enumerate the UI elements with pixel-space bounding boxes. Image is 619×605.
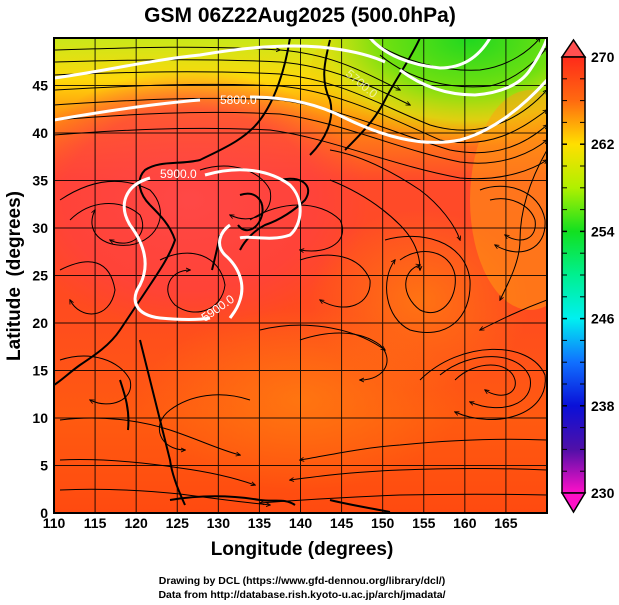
streamline	[369, 38, 540, 71]
x-tick-label: 110	[43, 515, 66, 531]
contour-label-5800: 5800.0	[220, 93, 257, 107]
contour-line-5700a	[54, 44, 386, 80]
colorbar-tick-label: 238	[591, 398, 615, 414]
credit-drawing: Drawing by DCL (https://www.gfd-dennou.o…	[159, 575, 445, 587]
y-axis-ticks: 0 5 10 15 20 25 30 35 40 45	[32, 78, 48, 522]
streamline	[379, 48, 547, 88]
streamline	[479, 185, 546, 253]
contour-line-5700b	[399, 38, 547, 97]
streamline	[329, 179, 420, 270]
colorbar-min-extension	[560, 492, 587, 514]
streamline	[259, 324, 385, 350]
streamline	[59, 417, 240, 455]
streamline	[260, 493, 547, 503]
streamline	[54, 83, 547, 144]
x-tick-label: 140	[289, 515, 313, 531]
y-tick-label: 25	[32, 268, 48, 284]
streamline	[54, 111, 547, 164]
streamline	[384, 235, 471, 334]
credit-data: Data from http://database.rish.kyoto-u.a…	[158, 589, 445, 601]
x-tick-label: 160	[453, 515, 477, 531]
x-tick-label: 155	[412, 515, 436, 531]
streamline	[290, 468, 547, 481]
streamline	[54, 97, 547, 154]
colorbar-tick-label: 262	[591, 136, 615, 152]
streamline	[54, 59, 410, 105]
streamline	[59, 355, 132, 405]
east-warm-band	[470, 90, 547, 310]
x-tick-label: 145	[330, 515, 354, 531]
y-tick-label: 5	[40, 458, 48, 474]
temperature-field: 5900.0 5800.0 5900.0 5700.0	[54, 38, 547, 513]
x-axis-ticks: 110 115 120 125 130 135 140 145 150 155 160 165	[43, 515, 518, 531]
streamline	[299, 254, 371, 308]
streamline	[489, 198, 536, 241]
contour-line-5900-east	[204, 168, 302, 319]
streamline	[59, 261, 116, 315]
y-axis-label: Latitude (degrees)	[4, 191, 25, 361]
colorbar-max-extension	[560, 38, 587, 58]
x-tick-label: 115	[84, 515, 107, 531]
y-tick-label: 10	[32, 410, 48, 426]
streamline	[480, 299, 547, 330]
y-tick-label: 35	[32, 173, 48, 189]
colorbar-tick-label: 270	[591, 49, 615, 65]
streamline	[59, 458, 255, 485]
y-tick-label: 20	[32, 315, 48, 331]
height-contours	[54, 38, 547, 321]
streamline	[199, 165, 272, 220]
streamline	[500, 149, 547, 300]
streamline	[249, 204, 343, 251]
contour-line-north	[368, 38, 492, 70]
contour-line-5900-west	[122, 176, 211, 321]
chart-title: GSM 06Z22Aug2025 (500.0hPa)	[144, 4, 456, 27]
contour-label-5900-upper: 5900.0	[160, 167, 197, 181]
y-tick-label: 30	[32, 220, 48, 236]
y-tick-label: 0	[40, 505, 48, 521]
x-tick-label: 130	[207, 515, 231, 531]
streamline	[419, 348, 546, 420]
colorbar: 230 238 246 254 262 270	[560, 38, 615, 514]
streamline	[399, 251, 456, 313]
x-tick-label: 120	[124, 515, 148, 531]
x-tick-label: 125	[166, 515, 190, 531]
streamline	[329, 149, 460, 240]
x-tick-label: 165	[494, 515, 518, 531]
contour-line-5800	[54, 78, 547, 144]
x-tick-label: 135	[248, 515, 272, 531]
streamline	[300, 438, 547, 460]
streamline	[439, 356, 531, 409]
plot-frame	[53, 37, 548, 514]
y-tick-label: 40	[32, 125, 48, 141]
streamline	[159, 252, 226, 313]
colorbar-tick-label: 246	[591, 311, 615, 327]
streamline	[69, 203, 144, 244]
streamline	[54, 46, 400, 90]
colorbar-tick-label: 254	[591, 223, 615, 239]
y-tick-label: 45	[32, 78, 48, 94]
x-axis-label: Longitude (degrees)	[211, 539, 394, 560]
streamline	[454, 364, 516, 396]
colorbar-tick-label: 230	[591, 485, 615, 501]
streamline	[299, 332, 388, 380]
streamline	[54, 127, 547, 180]
warm-region	[54, 70, 370, 330]
x-tick-label: 150	[371, 515, 395, 531]
y-tick-label: 15	[32, 363, 48, 379]
